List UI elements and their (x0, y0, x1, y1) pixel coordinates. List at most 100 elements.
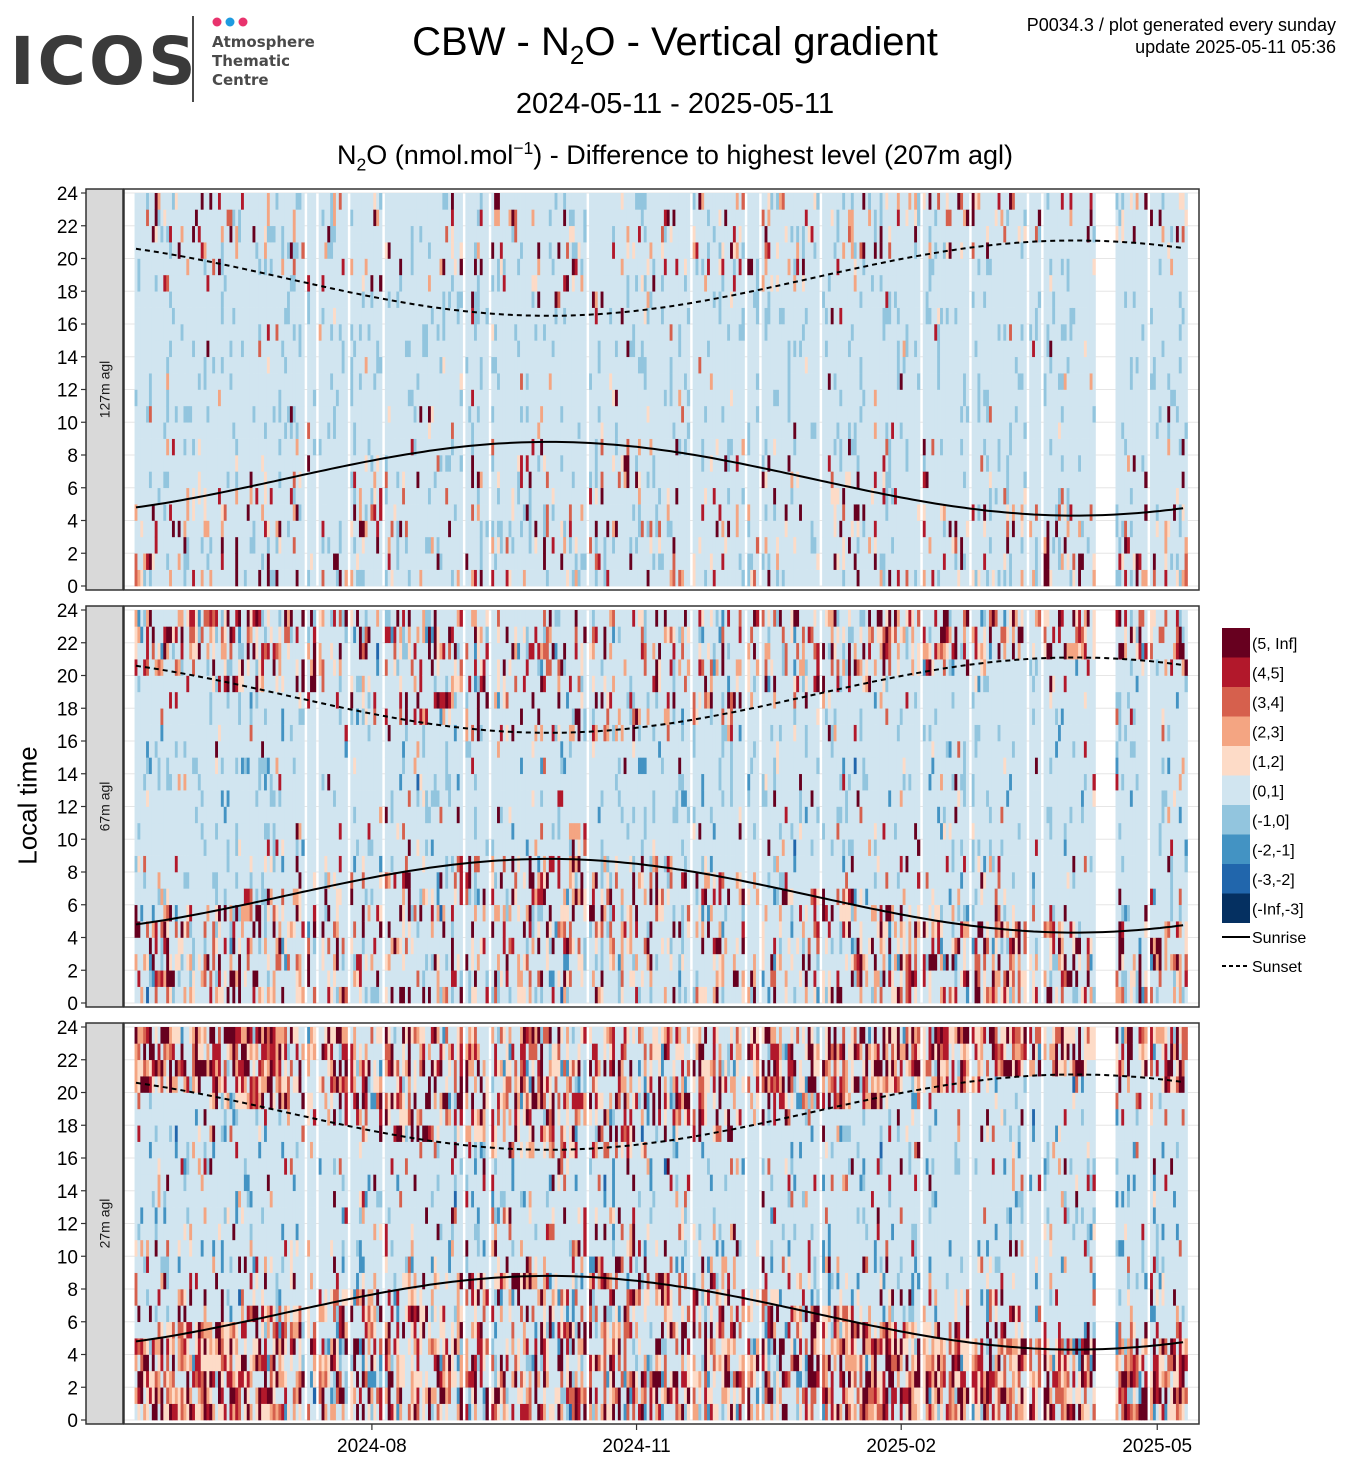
heatmap-cell (724, 455, 727, 472)
heatmap-cell (333, 439, 336, 456)
heatmap-cell (368, 340, 371, 373)
heatmap-cell (477, 373, 480, 406)
heatmap-cell (379, 259, 382, 276)
heatmap-cell (368, 291, 371, 308)
heatmap-cell (906, 471, 909, 488)
heatmap-cell (560, 471, 563, 488)
heatmap-cell (310, 193, 313, 242)
heatmap-cell (411, 455, 414, 504)
heatmap-cell (664, 259, 667, 276)
heatmap-cell (491, 291, 494, 308)
heatmap-cell (247, 439, 250, 456)
heatmap-cell (601, 504, 604, 521)
heatmap-cell (845, 390, 848, 407)
heatmap-cell (790, 504, 793, 521)
heatmap-cell (523, 291, 526, 340)
heatmap-cell (278, 340, 281, 389)
heatmap-cell (716, 357, 719, 374)
heatmap-cell (739, 488, 742, 505)
heatmap-cell (773, 521, 776, 538)
heatmap-cell (1023, 504, 1026, 553)
heatmap-cell (839, 521, 842, 538)
heatmap-cell (552, 504, 555, 521)
heatmap-cell (1081, 340, 1084, 373)
heatmap-cell (589, 373, 592, 390)
heatmap-cell (523, 242, 526, 275)
heatmap-cell (313, 504, 316, 521)
heatmap-cell (629, 357, 632, 406)
heatmap-cell (1069, 259, 1072, 308)
heatmap-cell (693, 226, 696, 243)
heatmap-cell (862, 275, 865, 308)
heatmap-cell (572, 340, 575, 373)
heatmap-cell (175, 406, 178, 423)
heatmap-cell (293, 504, 296, 521)
heatmap-cell (255, 357, 258, 374)
heatmap-cell (673, 422, 676, 439)
heatmap-cell (192, 537, 195, 570)
heatmap-cell (710, 193, 713, 226)
heatmap-cell (647, 471, 650, 488)
heatmap-cell (206, 570, 209, 587)
heatmap-cell (278, 537, 281, 554)
heatmap-cell (293, 390, 296, 407)
heatmap-cell (808, 390, 811, 423)
heatmap-cell (641, 193, 644, 210)
heatmap-cell (388, 242, 391, 259)
heatmap-cell (704, 570, 707, 587)
heatmap-cell (903, 357, 906, 374)
heatmap-cell (414, 553, 417, 586)
heatmap-cell (606, 537, 609, 570)
heatmap-cell (618, 422, 621, 439)
heatmap-cell (1021, 553, 1024, 570)
heatmap-cell (247, 553, 250, 586)
heatmap-cell (813, 209, 816, 242)
heatmap-cell (946, 406, 949, 537)
heatmap-cell (589, 521, 592, 538)
heatmap-cell (172, 488, 175, 521)
heatmap-cell (742, 570, 745, 587)
heatmap-cell (273, 488, 276, 505)
heatmap-cell (822, 308, 825, 325)
heatmap-cell (428, 504, 431, 537)
heatmap-cell (739, 373, 742, 406)
heatmap-cell (635, 275, 638, 292)
heatmap-cell (221, 373, 224, 406)
heatmap-cell (278, 504, 281, 521)
heatmap-cell (1055, 226, 1058, 243)
heatmap-cell (1023, 422, 1026, 439)
heatmap-cell (140, 439, 143, 456)
heatmap-cell (865, 357, 868, 390)
heatmap-cell (494, 504, 497, 521)
heatmap-cell (1067, 439, 1070, 456)
heatmap-cell (503, 275, 506, 292)
heatmap-cell (471, 406, 474, 423)
heatmap-cell (753, 242, 756, 275)
heatmap-cell (270, 521, 273, 554)
heatmap-cell (1090, 209, 1093, 226)
heatmap-cell (693, 537, 696, 554)
heatmap-cell (713, 488, 716, 505)
heatmap-cell (1000, 226, 1003, 341)
heatmap-cell (943, 439, 946, 456)
heatmap-cell (437, 406, 440, 423)
heatmap-cell (891, 390, 894, 423)
heatmap-cell (839, 291, 842, 308)
heatmap-cell (491, 570, 494, 587)
heatmap-cell (851, 553, 854, 570)
heatmap-cell (370, 406, 373, 439)
heatmap-cell (264, 275, 267, 292)
heatmap-cell (175, 193, 178, 210)
heatmap-cell (736, 373, 739, 406)
heatmap-cell (598, 553, 601, 570)
heatmap-cell (267, 357, 270, 374)
heatmap-cell (534, 537, 537, 554)
heatmap-cell (696, 193, 699, 210)
heatmap-cell (391, 357, 394, 374)
heatmap-cell (836, 488, 839, 505)
heatmap-cell (192, 439, 195, 456)
heatmap-cell (373, 373, 376, 390)
heatmap-cell (805, 504, 808, 570)
heatmap-cell (667, 193, 670, 210)
heatmap-cell (428, 471, 431, 488)
